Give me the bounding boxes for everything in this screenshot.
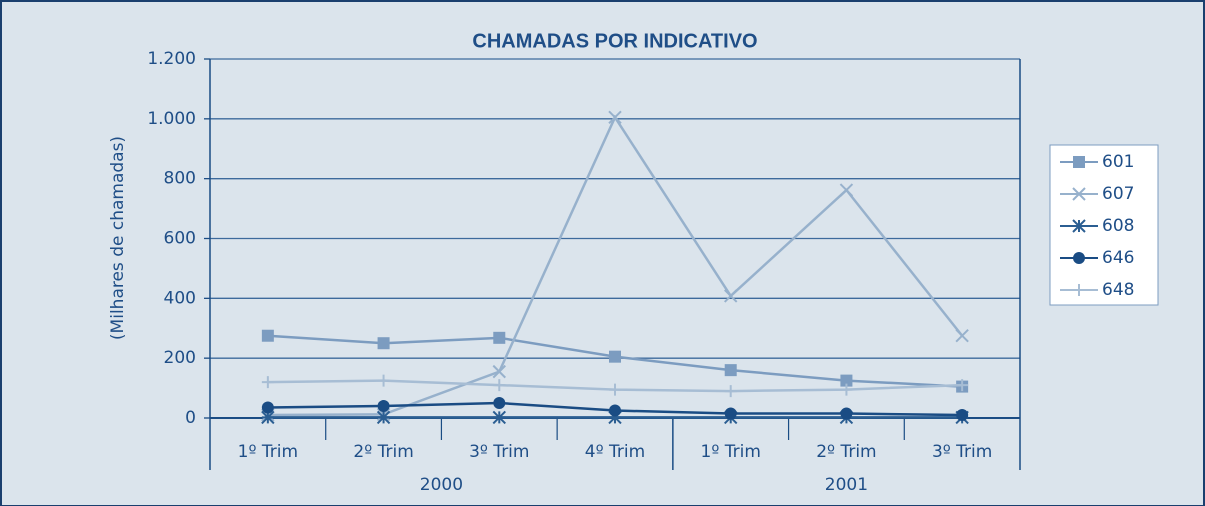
y-tick-label: 200 [164,348,196,368]
y-tick-label: 1.000 [147,109,196,129]
marker [377,374,390,387]
y-tick-label: 800 [164,169,196,189]
marker [493,397,506,410]
marker [261,329,274,342]
marker [724,407,737,420]
marker [261,401,274,414]
legend-label: 601 [1102,152,1134,172]
y-tick-label: 1.200 [147,49,196,69]
marker [1073,284,1085,296]
marker [492,410,506,425]
legend-label: 608 [1102,216,1134,236]
x-tick-label: 3º Trim [932,442,992,462]
y-tick-label: 0 [185,408,196,428]
legend-label: 648 [1102,280,1134,300]
marker [493,379,506,392]
marker [377,337,390,350]
marker [840,383,853,396]
marker [377,400,390,413]
marker [609,383,621,396]
marker [261,410,275,425]
x-tick-label: 4º Trim [585,442,645,462]
marker [1072,219,1086,233]
marker [609,350,621,363]
marker [840,407,853,420]
marker [724,364,737,377]
marker [1073,156,1085,168]
y-axis-label: (Milhares de chamadas) [108,136,128,340]
marker [1073,252,1085,264]
group-label: 2001 [825,475,868,495]
group-label: 2000 [420,475,463,495]
marker [724,385,737,398]
marker [840,374,853,387]
y-tick-label: 400 [164,288,196,308]
y-tick-label: 600 [164,229,196,249]
marker [492,364,506,379]
x-tick-label: 3º Trim [469,442,529,462]
marker [608,110,622,125]
legend-label: 607 [1102,184,1134,204]
marker [493,331,506,344]
x-tick-label: 1º Trim [701,442,761,462]
chart-title: CHAMADAS POR INDICATIVO [472,30,757,52]
marker [608,410,622,425]
x-tick-label: 2º Trim [816,442,876,462]
marker [956,379,969,392]
marker [956,409,969,422]
marker [376,410,391,425]
legend-label: 646 [1102,248,1134,268]
marker [724,289,738,303]
marker [1072,187,1086,201]
marker [609,404,621,417]
x-tick-label: 2º Trim [353,442,413,462]
marker [839,183,854,197]
x-tick-label: 1º Trim [238,442,298,462]
marker [955,329,969,343]
marker [261,376,274,389]
